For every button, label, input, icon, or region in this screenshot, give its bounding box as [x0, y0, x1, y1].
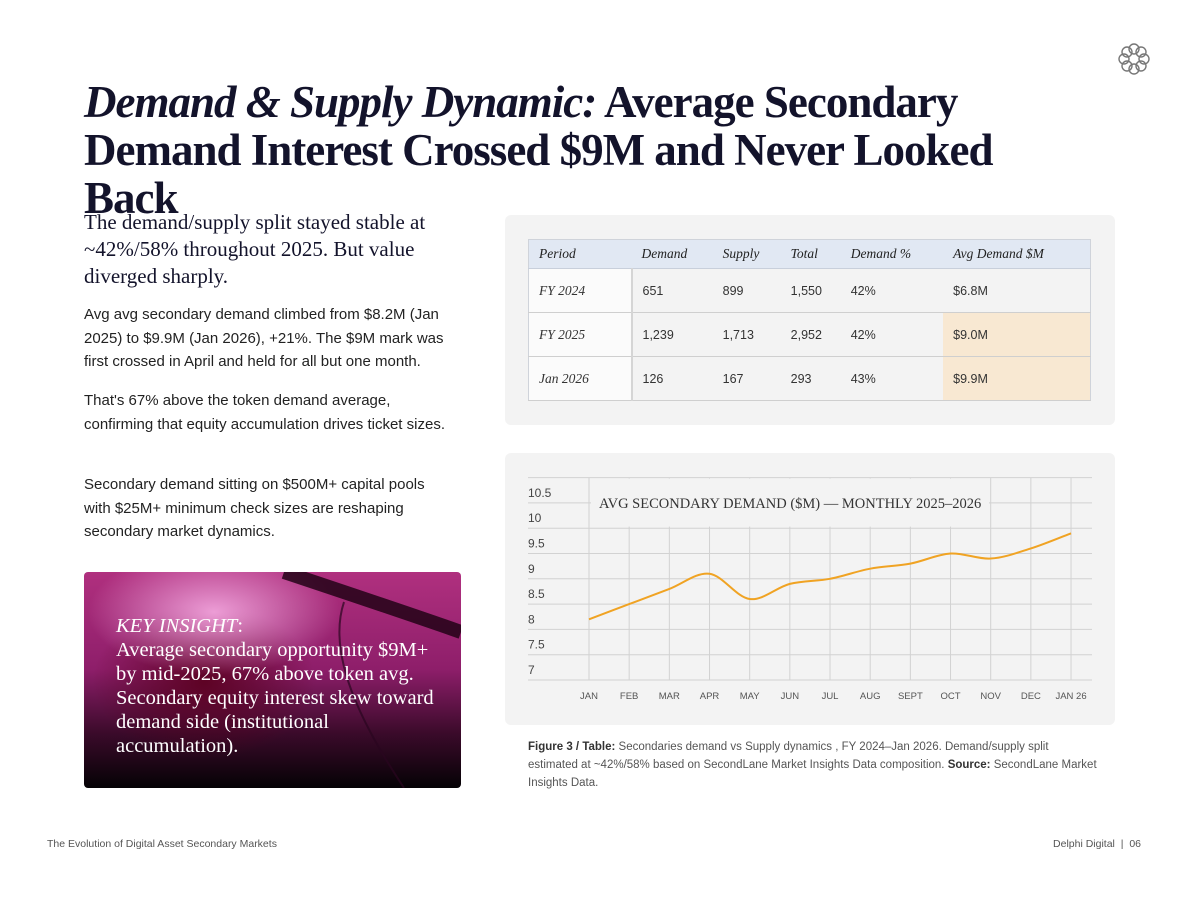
- demand-supply-table: Period Demand Supply Total Demand % Avg …: [528, 239, 1091, 401]
- caption-text: Secondaries demand vs Supply dynamics , …: [528, 741, 1049, 771]
- y-tick-label: 7: [528, 663, 535, 677]
- cell-period: FY 2025: [528, 312, 633, 357]
- cell: 43%: [840, 356, 944, 401]
- footer-doc-title: The Evolution of Digital Asset Secondary…: [47, 838, 277, 850]
- y-tick-label: 8.5: [528, 587, 545, 601]
- cell: 2,952: [780, 312, 841, 357]
- body-paragraph: That's 67% above the token demand averag…: [84, 392, 445, 433]
- cell-highlighted: $9.9M: [943, 356, 1091, 401]
- y-tick-label: 10: [528, 511, 542, 525]
- cell: 42%: [840, 312, 944, 357]
- x-tick-label: APR: [700, 691, 720, 702]
- title-italic: Demand & Supply Dynamic:: [84, 77, 597, 127]
- cell: 651: [631, 268, 713, 313]
- chart-title: AVG SECONDARY DEMAND ($M) — MONTHLY 2025…: [599, 496, 981, 512]
- x-tick-label: MAR: [659, 691, 680, 702]
- cell: 1,550: [780, 268, 841, 313]
- insight-text: Average secondary opportunity $9M+ by mi…: [116, 639, 434, 757]
- y-tick-label: 9: [528, 562, 535, 576]
- source-label: Source:: [947, 759, 991, 771]
- col-header: Period: [528, 239, 632, 269]
- x-tick-label: JUL: [822, 691, 839, 702]
- x-tick-label: AUG: [860, 691, 881, 702]
- col-header: Avg Demand $M: [943, 239, 1091, 269]
- col-header: Total: [780, 239, 841, 269]
- x-tick-label: JAN: [580, 691, 598, 702]
- x-tick-label: OCT: [940, 691, 960, 702]
- cell: 42%: [840, 268, 944, 313]
- body-paragraph: Secondary demand sitting on $500M+ capit…: [84, 476, 425, 540]
- lead-paragraph: The demand/supply split stayed stable at…: [84, 210, 426, 288]
- caption-label: Figure 3 / Table:: [528, 741, 616, 753]
- footer-brand: Delphi Digital: [1053, 838, 1115, 850]
- table-header-row: Period Demand Supply Total Demand % Avg …: [528, 239, 1091, 269]
- y-tick-label: 10.5: [528, 486, 552, 500]
- table-row: FY 2025 1,239 1,713 2,952 42% $9.0M: [528, 312, 1091, 357]
- y-tick-label: 9.5: [528, 537, 545, 551]
- cell-period: Jan 2026: [528, 356, 633, 401]
- table-panel: Period Demand Supply Total Demand % Avg …: [505, 215, 1115, 425]
- line-chart: AVG SECONDARY DEMAND ($M) — MONTHLY 2025…: [528, 477, 1092, 702]
- title-rest: Average Secondary Demand Interest Crosse…: [84, 77, 993, 223]
- table-row: FY 2024 651 899 1,550 42% $6.8M: [528, 268, 1091, 313]
- x-tick-label: NOV: [980, 691, 1001, 702]
- cell: 167: [712, 356, 781, 401]
- col-header: Demand %: [840, 239, 944, 269]
- cell-highlighted: $9.0M: [943, 312, 1091, 357]
- col-header: Supply: [712, 239, 781, 269]
- x-tick-label: JUN: [781, 691, 800, 702]
- cell: 1,239: [631, 312, 713, 357]
- insight-colon: :: [237, 615, 244, 637]
- col-header: Demand: [631, 239, 713, 269]
- chart-title-bg: [591, 478, 989, 527]
- decorative-curves: [281, 572, 461, 788]
- delphi-logo-icon: [1118, 43, 1150, 75]
- x-tick-label: MAY: [740, 691, 761, 702]
- cell: 293: [780, 356, 841, 401]
- footer-sep: |: [1120, 838, 1124, 850]
- footer-right: Delphi Digital | 06: [1010, 838, 1141, 850]
- x-tick-label: SEPT: [898, 691, 923, 702]
- cell: 126: [631, 356, 713, 401]
- insight-label: KEY INSIGHT: [116, 615, 238, 637]
- page-number: 06: [1129, 838, 1141, 850]
- cell-period: FY 2024: [528, 268, 633, 313]
- x-tick-label: JAN 26: [1055, 691, 1086, 702]
- page-title: Demand & Supply Dynamic: Average Seconda…: [84, 78, 1084, 222]
- source-text: SecondLane Market Insights Data.: [528, 759, 1097, 789]
- x-tick-label: FEB: [620, 691, 638, 702]
- body-paragraph: Avg avg secondary demand climbed from $8…: [84, 306, 444, 370]
- key-insight-card: KEY INSIGHT: Average secondary opportunit…: [84, 572, 461, 788]
- cell: $6.8M: [943, 268, 1091, 313]
- figure-caption: Figure 3 / Table: Secondaries demand vs …: [528, 738, 1098, 792]
- cell: 899: [712, 268, 781, 313]
- x-tick-label: DEC: [1021, 691, 1041, 702]
- y-tick-label: 8: [528, 612, 535, 626]
- table-row: Jan 2026 126 167 293 43% $9.9M: [528, 356, 1091, 401]
- chart-panel: AVG SECONDARY DEMAND ($M) — MONTHLY 2025…: [505, 453, 1115, 725]
- cell: 1,713: [712, 312, 781, 357]
- y-tick-label: 7.5: [528, 638, 545, 652]
